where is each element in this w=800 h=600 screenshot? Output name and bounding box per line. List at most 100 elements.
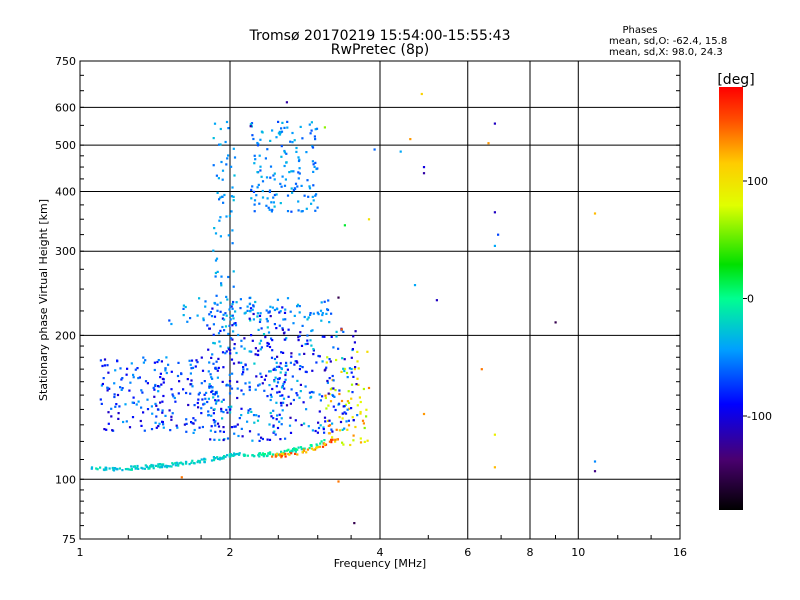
cluster-point (297, 446, 300, 449)
cluster-point (241, 435, 244, 438)
cluster-point (273, 357, 277, 361)
cluster-point (227, 348, 230, 351)
cluster-point (253, 199, 257, 202)
cluster-point (212, 341, 215, 345)
cluster-point (280, 456, 283, 459)
cluster-point (200, 458, 203, 461)
cluster-point (324, 396, 327, 400)
cluster-point (308, 123, 311, 126)
cluster-point (325, 407, 328, 410)
cluster-point (353, 341, 356, 344)
cluster-point (327, 404, 330, 407)
cluster-point (282, 401, 285, 404)
cluster-point (240, 427, 243, 430)
cluster-point (276, 355, 279, 358)
cluster-point (165, 464, 168, 467)
cluster-point (177, 464, 180, 467)
cluster-point (343, 358, 346, 361)
cluster-point (155, 415, 158, 418)
cluster-point (300, 184, 303, 187)
cluster-point (200, 412, 203, 415)
cluster-point (359, 400, 362, 404)
cluster-point (326, 356, 329, 359)
cluster-point (233, 425, 236, 428)
cluster-point (275, 361, 278, 364)
cluster-point (106, 389, 109, 392)
cluster-point (264, 157, 267, 160)
cluster-point (356, 360, 359, 363)
cluster-point (210, 425, 213, 428)
cluster-point (253, 162, 256, 165)
cluster-point (216, 303, 219, 306)
cluster-point (100, 384, 103, 387)
cluster-point (242, 368, 245, 371)
cluster-point (327, 392, 330, 395)
cluster-point (133, 465, 136, 468)
cluster-point (275, 452, 278, 456)
cluster-point (126, 467, 129, 471)
cluster-point (312, 184, 315, 187)
cluster-point (163, 465, 166, 468)
cluster-point (313, 165, 316, 168)
cluster-point (293, 363, 296, 366)
cluster-point (170, 388, 173, 391)
cluster-point (284, 437, 287, 440)
cluster-point (170, 465, 173, 468)
cluster-point (320, 319, 323, 322)
cluster-point (298, 305, 301, 308)
cluster-point (277, 453, 280, 456)
cluster-point (171, 462, 174, 465)
cluster-point (318, 410, 321, 413)
cluster-point (238, 417, 241, 420)
cluster-point (225, 120, 229, 124)
cluster-point (276, 391, 279, 394)
cluster-point (165, 356, 168, 359)
cluster-point (298, 334, 301, 338)
isolated-point (340, 328, 343, 331)
cluster-point (351, 416, 354, 419)
cluster-point (306, 334, 309, 337)
cluster-point (185, 430, 188, 433)
cluster-point (345, 371, 349, 375)
cluster-point (304, 385, 307, 388)
cluster-point (301, 324, 304, 327)
cluster-point (318, 445, 321, 448)
cluster-point (258, 342, 261, 345)
y-tick-label: 600 (55, 101, 76, 114)
cluster-point (248, 350, 251, 353)
cluster-point (303, 194, 306, 197)
cluster-point (228, 308, 231, 311)
cluster-point (255, 194, 258, 197)
cluster-point (304, 370, 307, 373)
cluster-point (229, 349, 232, 352)
cluster-point (246, 309, 249, 312)
cluster-point (172, 395, 175, 398)
cluster-point (143, 467, 146, 470)
cluster-point (297, 209, 300, 212)
cluster-point (228, 408, 231, 411)
cluster-point (282, 382, 285, 385)
cluster-point (269, 315, 272, 318)
cluster-point (95, 467, 98, 470)
cluster-point (256, 315, 259, 318)
cluster-point (280, 423, 283, 426)
cluster-point (130, 467, 133, 470)
cluster-point (157, 425, 160, 428)
cluster-point (328, 424, 332, 427)
cluster-point (236, 380, 239, 383)
cluster-point (259, 165, 262, 168)
cluster-point (265, 176, 269, 179)
cluster-point (310, 344, 313, 347)
cluster-point (237, 434, 240, 438)
colorbar-tick-label: 0 (747, 293, 754, 306)
cluster-point (103, 364, 106, 367)
cluster-point (232, 330, 235, 333)
cluster-point (103, 428, 106, 431)
cluster-point (328, 419, 331, 422)
cluster-point (363, 426, 366, 430)
cluster-point (328, 432, 331, 435)
cluster-point (232, 195, 235, 198)
cluster-point (284, 178, 287, 181)
cluster-point (161, 464, 164, 467)
cluster-point (243, 347, 246, 350)
